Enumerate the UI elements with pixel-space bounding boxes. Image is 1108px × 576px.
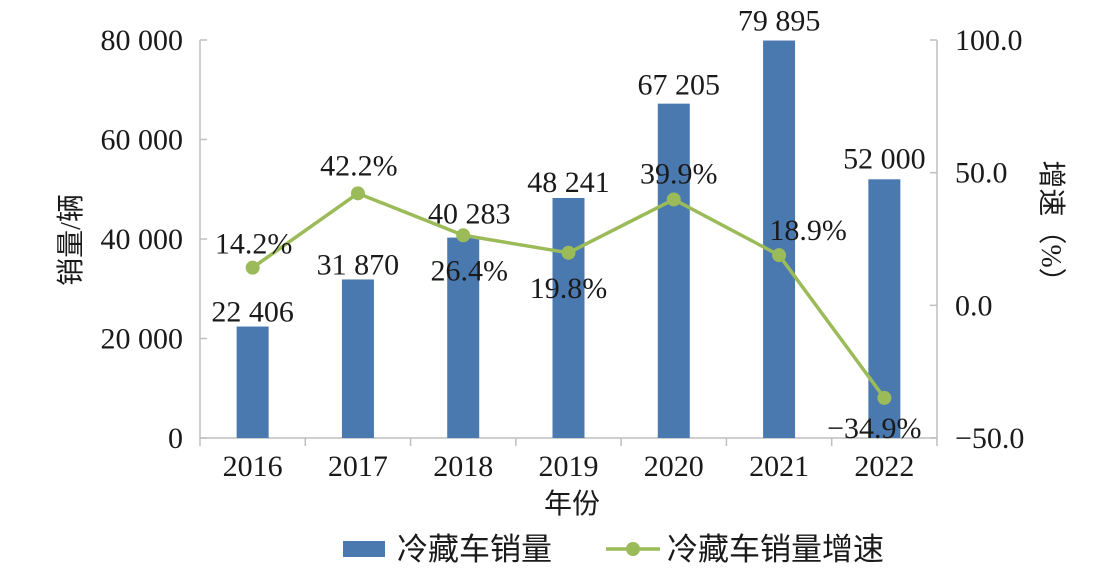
- x-axis-tick-label: 2021: [749, 450, 809, 483]
- line-data-label: 19.8%: [530, 272, 608, 305]
- right-axis-tick-labels: −50.0 0.0 50.0 100.0: [955, 24, 1024, 455]
- line-marker: [456, 228, 471, 243]
- left-axis-tick-label: 0: [168, 422, 183, 455]
- bar-data-label: 48 241: [527, 166, 610, 199]
- legend-marker: [626, 542, 640, 556]
- line-series: [245, 186, 892, 405]
- line-data-label: 42.2%: [320, 149, 398, 182]
- line-marker: [350, 186, 365, 201]
- x-axis-tick-labels: 2016 2017 2018 2019 2020 2021 2022: [223, 450, 915, 483]
- right-axis-tick-label: 100.0: [955, 24, 1023, 57]
- legend-swatch-bar: [343, 541, 385, 557]
- line-data-label: −34.9%: [827, 412, 921, 445]
- line-data-label: 18.9%: [769, 214, 847, 247]
- line-data-label: 39.9%: [640, 157, 718, 190]
- bar: [763, 40, 796, 439]
- bar-data-label: 31 870: [317, 248, 400, 281]
- bar: [236, 326, 269, 438]
- legend: 冷藏车销量 冷藏车销量增速: [343, 532, 884, 567]
- bar-data-label: 52 000: [843, 142, 926, 175]
- line-marker: [561, 245, 576, 260]
- legend-item-sales: 冷藏车销量: [343, 532, 552, 567]
- x-axis-tick-label: 2019: [539, 450, 599, 483]
- bar: [447, 237, 480, 438]
- left-axis-tick-label: 80 000: [101, 24, 184, 57]
- bar-series: [236, 40, 901, 439]
- line-data-labels: 14.2% 42.2% 26.4% 19.8% 39.9% 18.9% −34.9%: [215, 149, 922, 445]
- left-axis-tick-label: 20 000: [101, 323, 184, 356]
- x-axis-tick-label: 2016: [223, 450, 283, 483]
- bar-data-label: 22 406: [211, 296, 294, 329]
- line-marker: [877, 390, 892, 405]
- line-marker: [772, 248, 787, 263]
- left-axis-tick-label: 40 000: [101, 223, 184, 256]
- legend-item-growth: 冷藏车销量增速: [606, 532, 884, 567]
- bar: [657, 103, 690, 439]
- x-axis-tick-label: 2020: [644, 450, 704, 483]
- line-marker: [666, 192, 681, 207]
- bar-data-label: 79 895: [738, 5, 821, 38]
- y2-axis-title: 增速（%）: [1035, 160, 1067, 295]
- bar-data-label: 67 205: [638, 69, 721, 102]
- legend-label-sales: 冷藏车销量: [397, 532, 552, 567]
- line-marker: [245, 260, 260, 275]
- x-axis-title: 年份: [544, 488, 600, 520]
- x-axis-tick-label: 2022: [854, 450, 914, 483]
- left-axis-tick-labels: 0 20 000 40 000 60 000 80 000: [101, 24, 184, 455]
- line-data-label: 26.4%: [430, 254, 508, 287]
- x-axis-tick-label: 2018: [433, 450, 493, 483]
- bar: [552, 198, 585, 438]
- x-axis-tick-label: 2017: [328, 450, 388, 483]
- right-axis-tick-label: 0.0: [955, 289, 993, 322]
- bar: [341, 279, 374, 438]
- y-axis-title: 销量/辆: [55, 194, 87, 286]
- legend-label-growth: 冷藏车销量增速: [667, 532, 884, 567]
- left-axis-tick-label: 60 000: [101, 124, 184, 157]
- right-axis-tick-label: 50.0: [955, 157, 1008, 190]
- right-axis-tick-label: −50.0: [955, 422, 1024, 455]
- line-data-label: 14.2%: [215, 228, 293, 261]
